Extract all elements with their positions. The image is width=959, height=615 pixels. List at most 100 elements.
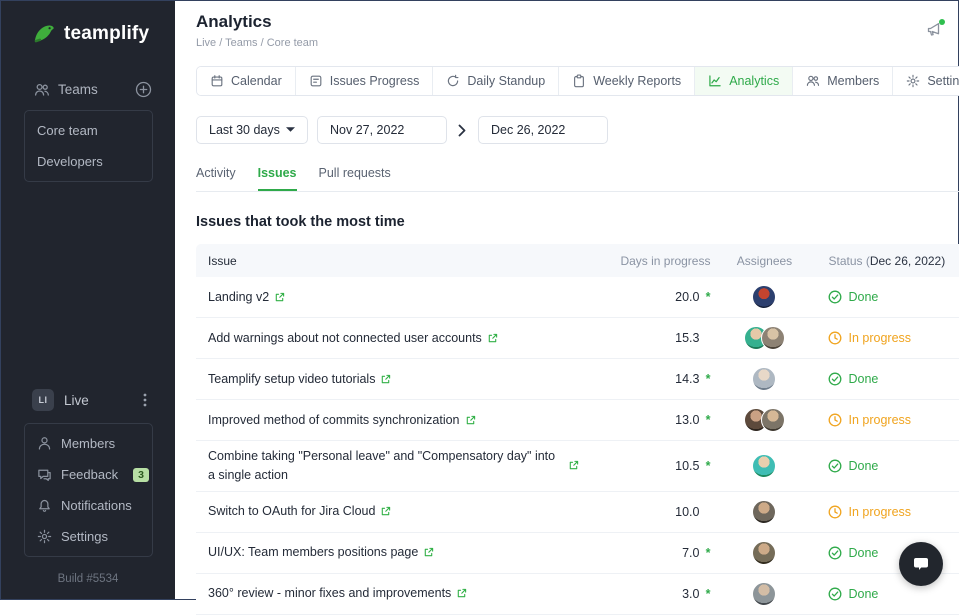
check-circle-icon: [829, 587, 842, 600]
external-link-icon[interactable]: [380, 374, 391, 385]
days-value: 7.0: [682, 545, 700, 560]
add-team-button[interactable]: [135, 81, 152, 98]
col-issue: Issue: [208, 253, 237, 268]
table-header: Issue Days in progress Assignees Status …: [196, 244, 959, 277]
check-circle-icon: [829, 459, 842, 473]
sidebar-bottom-menu: Members Feedback 3 Notifications: [24, 423, 153, 557]
chevron-down-icon: [286, 127, 295, 132]
chevron-right-icon: [458, 124, 467, 137]
external-link-icon[interactable]: [465, 415, 476, 426]
tab-issues-progress[interactable]: Issues Progress: [295, 67, 434, 95]
menu-label: Settings: [61, 529, 108, 544]
issue-title: Landing v2: [208, 289, 270, 304]
date-to-input[interactable]: Dec 26, 2022: [478, 116, 608, 144]
assignee-avatar[interactable]: [752, 581, 777, 606]
status-badge: Done: [818, 459, 959, 473]
days-value: 3.0: [682, 586, 700, 601]
teams-label: Teams: [58, 82, 98, 97]
check-circle-icon: [829, 546, 842, 559]
col-assignees: Assignees: [736, 253, 793, 268]
teamplify-logo[interactable]: teamplify: [1, 1, 175, 47]
days-value: 13.0: [675, 413, 700, 427]
menu-label: Members: [61, 436, 116, 451]
tab-calendar[interactable]: Calendar: [197, 67, 296, 95]
sidebar-item-core-team[interactable]: Core team: [25, 115, 152, 146]
table-row: Landing v2 20.0 * Done: [196, 277, 959, 318]
sidebar-item-settings[interactable]: Settings: [25, 521, 152, 552]
days-value: 10.0: [675, 504, 700, 519]
tab-members[interactable]: Members: [793, 67, 894, 95]
teams-icon: [34, 82, 50, 98]
subtab-issues[interactable]: Issues: [257, 166, 297, 191]
clock-icon: [829, 331, 842, 345]
announcements-icon[interactable]: [926, 19, 946, 38]
tab-daily-standup[interactable]: Daily Standup: [433, 67, 560, 95]
assignee-avatar[interactable]: [752, 499, 777, 524]
workspace-name: Live: [64, 392, 89, 408]
issues-progress-icon: [310, 75, 322, 87]
status-badge: Done: [818, 372, 959, 386]
external-link-icon[interactable]: [274, 292, 285, 303]
issue-title: Combine taking "Personal leave" and "Com…: [208, 449, 556, 482]
subtab-pull-requests[interactable]: Pull requests: [318, 166, 391, 180]
calendar-icon: [211, 75, 223, 87]
assignee-avatar[interactable]: [760, 408, 785, 432]
build-number: Build #5534: [57, 573, 119, 585]
date-from-input[interactable]: Nov 27, 2022: [317, 116, 447, 144]
chart-icon: [709, 75, 721, 87]
external-link-icon[interactable]: [423, 547, 434, 558]
assignee-avatar[interactable]: [752, 540, 777, 565]
workspace-avatar[interactable]: LI: [32, 389, 54, 411]
table-row: Improved method of commits synchronizati…: [196, 400, 959, 441]
chat-bubble-icon: [914, 558, 928, 570]
page-title: Analytics: [196, 12, 272, 31]
external-link-icon[interactable]: [487, 333, 498, 344]
teams-header: Teams: [34, 81, 152, 98]
external-link-icon[interactable]: [568, 460, 579, 471]
subtab-activity[interactable]: Activity: [196, 166, 236, 180]
analytics-subtabs: Activity Issues Pull requests: [196, 166, 959, 192]
team-name: Core team: [37, 123, 98, 138]
menu-label: Notifications: [61, 498, 132, 513]
tab-settings[interactable]: Settings: [893, 67, 959, 95]
logo-text: teamplify: [64, 23, 150, 44]
table-row: Teamplify setup video tutorials 14.3 * Do…: [196, 359, 959, 400]
check-circle-icon: [829, 290, 842, 304]
sidebar-item-feedback[interactable]: Feedback 3: [25, 459, 152, 490]
sidebar-item-developers[interactable]: Developers: [25, 146, 152, 177]
issue-title: Add warnings about not connected user ac…: [208, 330, 482, 345]
table-row: Combine taking "Personal leave" and "Com…: [196, 441, 959, 492]
col-days: Days in progress: [620, 253, 711, 268]
tab-weekly-reports[interactable]: Weekly Reports: [559, 67, 696, 95]
ongoing-flag: *: [705, 290, 711, 304]
assignee-avatar[interactable]: [752, 367, 777, 391]
teams-list: Core team Developers: [24, 110, 153, 182]
notification-dot: [939, 19, 946, 25]
issue-title: Switch to OAuth for Jira Cloud: [208, 504, 376, 519]
status-badge: In progress: [818, 331, 959, 345]
days-value: 14.3: [675, 372, 700, 386]
members-icon: [807, 75, 820, 86]
feedback-count-badge: 3: [133, 467, 149, 482]
status-badge: Done: [818, 587, 959, 601]
external-link-icon[interactable]: [456, 588, 467, 599]
chat-widget-button[interactable]: [899, 542, 943, 586]
menu-label: Feedback: [61, 467, 119, 482]
assignee-avatar[interactable]: [752, 285, 777, 309]
bird-logo-icon: [31, 21, 57, 47]
workspace-row: LI Live: [32, 389, 152, 411]
date-range-select[interactable]: Last 30 days: [196, 116, 308, 144]
external-link-icon[interactable]: [380, 506, 391, 517]
clock-icon: [829, 505, 842, 518]
sidebar-item-members[interactable]: Members: [25, 428, 152, 459]
tab-analytics[interactable]: Analytics: [695, 67, 794, 95]
assignee-avatar[interactable]: [752, 453, 777, 478]
days-value: 10.5: [675, 458, 700, 473]
issues-table: Issue Days in progress Assignees Status …: [196, 244, 959, 615]
workspace-menu-button[interactable]: [138, 392, 152, 408]
team-name: Developers: [37, 154, 103, 169]
sidebar-item-notifications[interactable]: Notifications: [25, 490, 152, 521]
assignee-avatar[interactable]: [760, 326, 785, 350]
breadcrumb[interactable]: Live / Teams / Core team: [196, 37, 319, 49]
